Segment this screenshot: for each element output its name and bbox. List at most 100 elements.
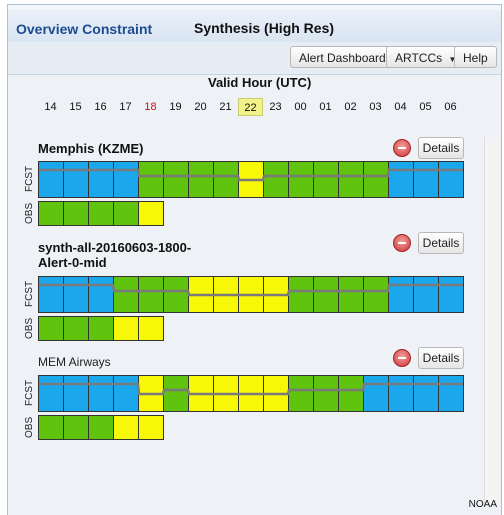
hour-label: 05 [419,101,432,113]
observation-cell[interactable] [88,415,114,440]
forecast-cell[interactable] [363,375,389,412]
forecast-cell[interactable] [63,375,89,412]
forecast-cell[interactable] [188,375,214,412]
observation-cell[interactable] [88,316,114,341]
forecast-cell[interactable] [288,161,314,198]
forecast-cell[interactable] [363,276,389,313]
artccs-label: ARTCCs [395,51,443,65]
observation-cell[interactable] [113,316,139,341]
forecast-cell[interactable] [388,161,414,198]
hour-label: 22 [238,98,263,116]
forecast-cell[interactable] [188,276,214,313]
forecast-cell[interactable] [238,375,264,412]
forecast-cell[interactable] [88,375,114,412]
forecast-cell[interactable] [338,276,364,313]
forecast-cell[interactable] [338,161,364,198]
help-button[interactable]: Help [454,46,497,68]
toolbar: Alert Dashboard ARTCCs ▼ Help [8,42,501,75]
hour-label: 06 [444,101,457,113]
forecast-cell[interactable] [313,375,339,412]
forecast-cell[interactable] [38,161,64,198]
forecast-cell[interactable] [113,276,139,313]
forecast-cell[interactable] [313,161,339,198]
observation-cell[interactable] [88,201,114,226]
observation-cell[interactable] [38,316,64,341]
observation-cell[interactable] [63,415,89,440]
forecast-cell[interactable] [63,161,89,198]
forecast-cell[interactable] [413,375,439,412]
forecast-cell[interactable] [113,375,139,412]
hour-label: 02 [344,101,357,113]
hour-label: 03 [369,101,382,113]
overview-constraint-link[interactable]: Overview Constraint [16,21,153,37]
details-button[interactable]: Details [418,347,464,369]
observation-cell[interactable] [113,415,139,440]
forecast-cell[interactable] [213,375,239,412]
constraint-name: Memphis (KZME) [38,141,144,156]
forecast-cell[interactable] [313,276,339,313]
observation-cell[interactable] [138,316,164,341]
caret-down-icon: ▼ [448,55,457,64]
forecast-cell[interactable] [188,161,214,198]
fcst-label: FCST [24,379,35,407]
forecast-cell[interactable] [363,161,389,198]
hour-label: 17 [119,101,132,113]
forecast-cell[interactable] [88,276,114,313]
remove-icon[interactable] [393,234,411,252]
forecast-cell[interactable] [288,276,314,313]
observation-cell[interactable] [138,201,164,226]
forecast-cell[interactable] [438,161,464,198]
forecast-cell[interactable] [38,276,64,313]
help-label: Help [463,51,488,65]
forecast-cell[interactable] [163,375,189,412]
forecast-cell[interactable] [438,276,464,313]
details-button[interactable]: Details [418,137,464,159]
forecast-cell[interactable] [338,375,364,412]
observation-cell[interactable] [63,201,89,226]
hour-label: 04 [394,101,407,113]
remove-icon[interactable] [393,139,411,157]
panel-header: Overview Constraint Synthesis (High Res) [8,10,501,43]
forecast-cell[interactable] [138,276,164,313]
forecast-cell[interactable] [88,161,114,198]
observation-cell[interactable] [38,415,64,440]
forecast-cell[interactable] [213,161,239,198]
forecast-cell[interactable] [163,276,189,313]
alert-dashboard-button[interactable]: Alert Dashboard [290,46,395,68]
hour-label: 21 [219,101,232,113]
hour-label: 20 [194,101,207,113]
artccs-dropdown-button[interactable]: ARTCCs ▼ [386,46,466,68]
remove-icon[interactable] [393,349,411,367]
obs-label: OBS [24,202,35,225]
forecast-cell[interactable] [113,161,139,198]
hour-label: 01 [319,101,332,113]
forecast-cell[interactable] [213,276,239,313]
forecast-cell[interactable] [263,161,289,198]
observation-cell[interactable] [138,415,164,440]
forecast-cell[interactable] [438,375,464,412]
forecast-cell[interactable] [238,276,264,313]
hour-label: 00 [294,101,307,113]
constraint-name: synth-all-20160603-1800-Alert-0-mid [38,240,192,270]
fcst-label: FCST [24,165,35,193]
forecast-cell[interactable] [163,161,189,198]
forecast-cell[interactable] [413,276,439,313]
hour-label: 16 [94,101,107,113]
obs-label: OBS [24,317,35,340]
forecast-cell[interactable] [38,375,64,412]
forecast-cell[interactable] [63,276,89,313]
forecast-cell[interactable] [388,276,414,313]
forecast-cell[interactable] [288,375,314,412]
details-button[interactable]: Details [418,232,464,254]
forecast-cell[interactable] [238,161,264,198]
observation-cell[interactable] [63,316,89,341]
forecast-cell[interactable] [263,375,289,412]
forecast-cell[interactable] [138,161,164,198]
vertical-scrollbar[interactable] [484,137,499,504]
forecast-cell[interactable] [388,375,414,412]
observation-cell[interactable] [113,201,139,226]
observation-cell[interactable] [38,201,64,226]
forecast-cell[interactable] [263,276,289,313]
forecast-cell[interactable] [413,161,439,198]
forecast-cell[interactable] [138,375,164,412]
